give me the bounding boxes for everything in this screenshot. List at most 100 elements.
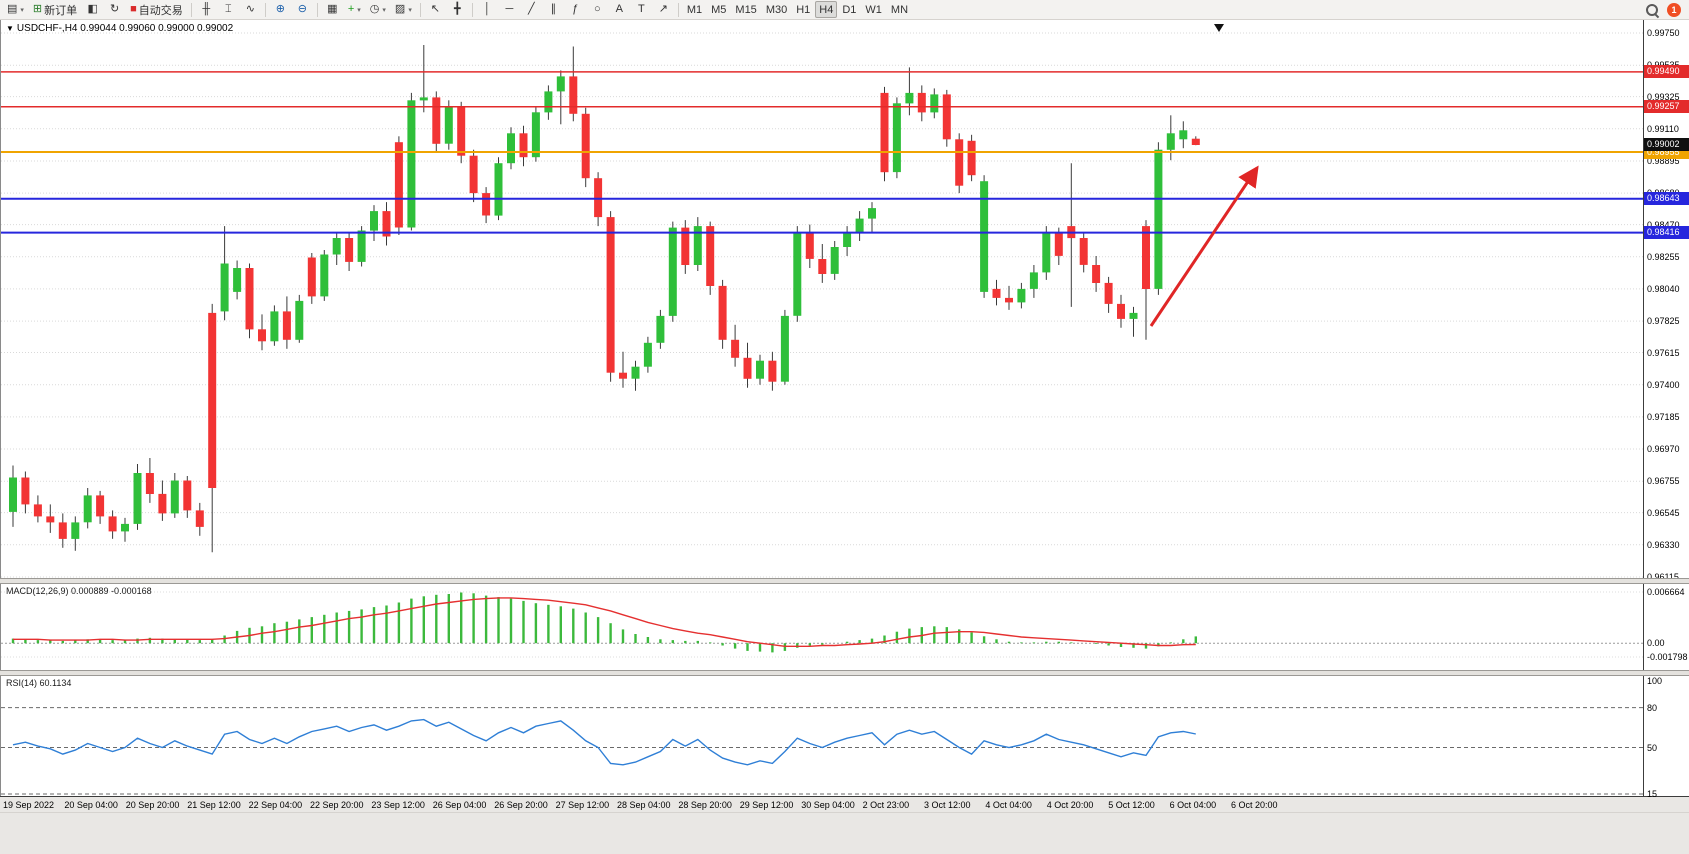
tf-m5-label: M5 — [711, 3, 727, 16]
chart-menu-icon[interactable]: ▼ — [6, 24, 14, 33]
current-price-label: 0.99002 — [1644, 138, 1689, 152]
refresh-button[interactable]: ↻ — [104, 1, 125, 18]
rsi-label: RSI(14) 60.1134 — [6, 678, 72, 688]
text-tool-button[interactable]: A — [609, 1, 630, 18]
rsi-panel[interactable]: RSI(14) 60.1134 — [0, 676, 1643, 796]
price-line-label: 0.98416 — [1644, 226, 1689, 240]
rsi-axis-label: 100 — [1647, 676, 1663, 686]
channel-tool-button[interactable]: ∥ — [543, 1, 564, 18]
tf-h4-button[interactable]: H4 — [815, 1, 838, 18]
price-chart-panel[interactable]: ▼ USDCHF-,H4 0.99044 0.99060 0.99000 0.9… — [0, 20, 1643, 578]
profiles-icon: ◧ — [87, 3, 98, 15]
price-line-label: 0.98643 — [1644, 192, 1689, 206]
price-axis-label: 0.99750 — [1647, 28, 1680, 38]
zoom-out-icon: ⊖ — [297, 3, 307, 15]
templates-icon: ▨ — [394, 3, 406, 15]
shapes-tool-button[interactable]: ○ — [587, 1, 608, 18]
time-axis-label: 26 Sep 04:00 — [432, 800, 487, 810]
price-axis-label: 0.98470 — [1647, 219, 1680, 230]
time-axis-label: 27 Sep 12:00 — [555, 800, 610, 810]
panel-splitter-macd[interactable] — [0, 578, 1689, 584]
tf-mn-button[interactable]: MN — [887, 1, 912, 18]
line-chart-mode-button[interactable]: ∿ — [240, 1, 261, 18]
tf-h4-label: H4 — [819, 3, 834, 16]
time-axis-label: 23 Sep 12:00 — [371, 800, 425, 810]
templates-button[interactable]: ▨ ▾ — [391, 1, 416, 18]
new-chart-button[interactable]: ▤ ▾ — [3, 1, 28, 18]
time-axis-label: 4 Oct 04:00 — [985, 800, 1032, 810]
tf-m1-button[interactable]: M1 — [683, 1, 706, 18]
tf-d1-button[interactable]: D1 — [838, 1, 860, 18]
new-order-label: 新订单 — [44, 4, 78, 17]
shapes-tool-icon: ○ — [594, 3, 601, 15]
tf-w1-button[interactable]: W1 — [861, 1, 886, 18]
new-order-icon: ⊞ — [32, 3, 43, 15]
autotrading-icon: ■ — [130, 3, 137, 15]
time-axis[interactable]: 19 Sep 2022 20 Sep 04:00 20 Sep 20:00 21 Se… — [0, 796, 1689, 812]
toolbar-separator — [190, 2, 192, 17]
channel-tool-icon: ∥ — [550, 3, 557, 15]
new-order-button[interactable]: ⊞ 新订单 — [29, 1, 81, 18]
zoom-out-button[interactable]: ⊖ — [292, 1, 313, 18]
chevron-down-icon: ▾ — [382, 6, 386, 14]
tf-h1-button[interactable]: H1 — [792, 1, 814, 18]
tf-m5-button[interactable]: M5 — [707, 1, 730, 18]
label-tool-icon: T — [637, 3, 645, 15]
autotrading-button[interactable]: ■ 自动交易 — [126, 1, 187, 18]
tf-m15-button[interactable]: M15 — [731, 1, 760, 18]
macd-panel[interactable]: MACD(12,26,9) 0.000889 -0.000168 — [0, 584, 1643, 670]
periods-button[interactable]: ◷ ▾ — [366, 1, 390, 18]
zoom-in-button[interactable]: ⊕ — [270, 1, 291, 18]
toolbar-separator — [677, 2, 679, 17]
time-axis-label: 26 Sep 20:00 — [494, 800, 548, 810]
panel-splitter-rsi[interactable] — [0, 670, 1689, 676]
vline-tool-button[interactable]: │ — [477, 1, 498, 18]
price-axis-label: 0.99325 — [1647, 91, 1680, 102]
price-axis-label: 0.99110 — [1647, 123, 1679, 134]
macd-label: MACD(12,26,9) 0.000889 -0.000168 — [6, 586, 152, 596]
price-axis[interactable]: 0.99750 0.99535 0.99325 0.99110 0.98895 0.986… — [1643, 20, 1689, 799]
cursor-tool-button[interactable]: ↖ — [425, 1, 446, 18]
chevron-down-icon: ▾ — [20, 6, 24, 14]
tf-m15-label: M15 — [735, 3, 757, 16]
new-chart-icon: ▤ — [7, 3, 18, 15]
chevron-down-icon: ▾ — [408, 6, 412, 14]
chart-title-text: USDCHF-,H4 0.99044 0.99060 0.99000 0.990… — [16, 23, 234, 34]
label-tool-button[interactable]: T — [631, 1, 652, 18]
crosshair-tool-button[interactable]: ╋ — [447, 1, 468, 18]
hline-tool-button[interactable]: ─ — [499, 1, 520, 18]
vline-tool-icon: │ — [483, 3, 491, 15]
tile-windows-button[interactable]: ▦ — [322, 1, 343, 18]
price-axis-label: 0.96330 — [1647, 539, 1680, 550]
search-icon[interactable] — [1645, 3, 1659, 17]
candlestick-mode-button[interactable]: ⌶ — [218, 1, 239, 18]
price-axis-label: 0.97615 — [1647, 347, 1680, 358]
arrows-tool-button[interactable]: ↗ — [653, 1, 674, 18]
fibonacci-tool-button[interactable]: ƒ — [565, 1, 586, 18]
time-axis-label: 5 Oct 12:00 — [1108, 800, 1155, 810]
price-axis-label: 0.96545 — [1647, 507, 1680, 518]
fibonacci-tool-icon: ƒ — [572, 3, 579, 15]
time-axis-label: 22 Sep 20:00 — [310, 800, 364, 810]
time-axis-label: 6 Oct 04:00 — [1169, 800, 1217, 810]
time-axis-label: 28 Sep 20:00 — [678, 800, 732, 810]
time-axis-label: 3 Oct 12:00 — [924, 800, 971, 810]
indicators-button[interactable]: + ▾ — [344, 1, 365, 18]
time-axis-label: 30 Sep 04:00 — [801, 800, 855, 810]
profiles-button[interactable]: ◧ — [82, 1, 103, 18]
notification-badge[interactable]: 1 — [1667, 2, 1681, 17]
toolbar-separator — [316, 2, 318, 17]
trendline-tool-button[interactable]: ╱ — [521, 1, 542, 18]
tf-w1-label: W1 — [865, 3, 882, 16]
trendline-tool-icon: ╱ — [528, 3, 535, 15]
price-axis-label: 0.99535 — [1647, 60, 1680, 70]
time-axis-label: 6 Oct 20:00 — [1231, 800, 1278, 810]
candlestick-mode-icon: ⌶ — [224, 3, 232, 15]
time-axis-label: 20 Sep 20:00 — [125, 800, 180, 810]
toolbar: ▤ ▾ ⊞ 新订单 ◧ ↻ ■ 自动交易 ╫ ⌶ ∿ ⊕ ⊖ ▦ + ▾ ◷ ▾ ▨ ▾ ↖ ╋ │ ─ ╱ ∥ ƒ ○ A T ↗ M1 M5… — [0, 0, 1689, 20]
tf-m30-button[interactable]: M30 — [762, 1, 791, 18]
bar-chart-mode-button[interactable]: ╫ — [196, 1, 217, 18]
price-axis-label: 0.96115 — [1647, 572, 1679, 582]
tf-mn-label: MN — [890, 3, 909, 16]
rsi-axis-label: 15 — [1647, 789, 1658, 799]
